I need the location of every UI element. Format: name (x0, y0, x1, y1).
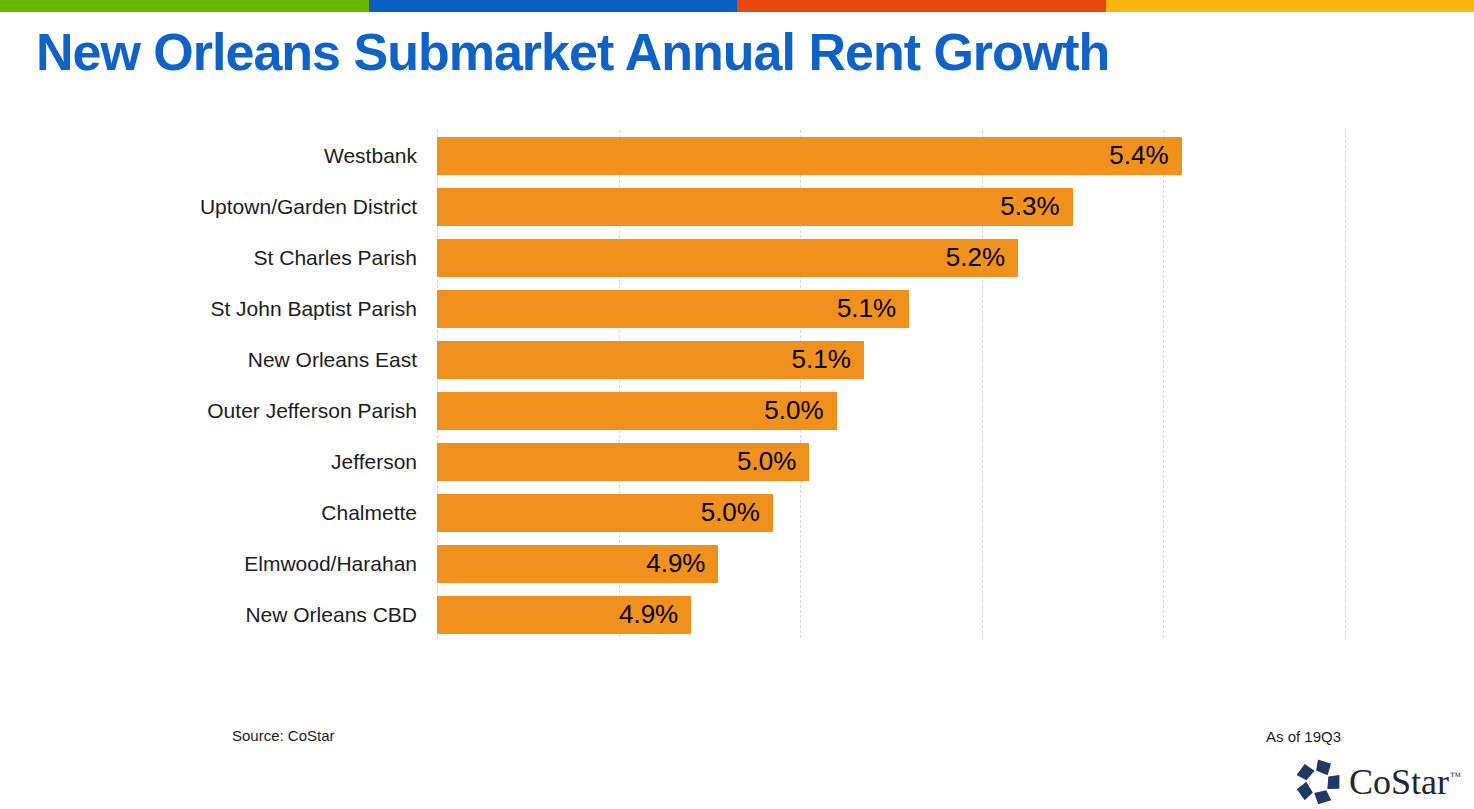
bar: 5.4% (437, 137, 1182, 175)
bar-track: 5.0% (437, 443, 1345, 481)
bar: 5.2% (437, 239, 1018, 277)
bar-value-label: 5.0% (737, 446, 796, 477)
category-label: Chalmette (0, 501, 437, 525)
as-of-note: As of 19Q3 (1266, 728, 1341, 745)
brand-stripe-3 (1106, 0, 1474, 12)
bar-track: 5.0% (437, 494, 1345, 532)
rent-growth-bar-chart: Westbank 5.4% Uptown/Garden District 5.3% St… (0, 130, 1474, 642)
bar-track: 5.0% (437, 392, 1345, 430)
bar-track: 4.9% (437, 545, 1345, 583)
bar-value-label: 5.1% (837, 293, 896, 324)
category-label: St Charles Parish (0, 246, 437, 270)
bar: 5.1% (437, 341, 864, 379)
bar: 5.1% (437, 290, 909, 328)
chart-row: New Orleans East 5.1% (0, 334, 1474, 385)
source-note: Source: CoStar (232, 727, 335, 744)
bar-value-label: 5.2% (946, 242, 1005, 273)
bar-value-label: 5.0% (701, 497, 760, 528)
chart-row: Chalmette 5.0% (0, 487, 1474, 538)
costar-wordmark: CoStar™ (1349, 764, 1461, 800)
bar: 5.0% (437, 392, 837, 430)
bar-value-label: 4.9% (646, 548, 705, 579)
category-label: New Orleans CBD (0, 603, 437, 627)
bar-track: 5.3% (437, 188, 1345, 226)
chart-row: Jefferson 5.0% (0, 436, 1474, 487)
costar-logo: CoStar™ (1294, 758, 1461, 806)
bar-value-label: 5.0% (764, 395, 823, 426)
bar: 5.3% (437, 188, 1073, 226)
bar: 4.9% (437, 545, 718, 583)
bar-track: 5.4% (437, 137, 1345, 175)
bar: 5.0% (437, 443, 809, 481)
bar-track: 5.1% (437, 290, 1345, 328)
bar-value-label: 4.9% (619, 599, 678, 630)
category-label: New Orleans East (0, 348, 437, 372)
bar-track: 4.9% (437, 596, 1345, 634)
chart-rows: Westbank 5.4% Uptown/Garden District 5.3% St… (0, 130, 1474, 640)
chart-row: St Charles Parish 5.2% (0, 232, 1474, 283)
chart-row: Uptown/Garden District 5.3% (0, 181, 1474, 232)
brand-stripe-1 (369, 0, 738, 12)
brand-stripe-0 (0, 0, 369, 12)
chart-row: Outer Jefferson Parish 5.0% (0, 385, 1474, 436)
category-label: St John Baptist Parish (0, 297, 437, 321)
chart-row: Elmwood/Harahan 4.9% (0, 538, 1474, 589)
bar-value-label: 5.3% (1000, 191, 1059, 222)
brand-color-bar (0, 0, 1474, 12)
bar-value-label: 5.4% (1109, 140, 1168, 171)
costar-pinwheel-icon (1294, 758, 1342, 806)
bar: 5.0% (437, 494, 773, 532)
category-label: Westbank (0, 144, 437, 168)
brand-stripe-2 (737, 0, 1106, 12)
bar-track: 5.1% (437, 341, 1345, 379)
chart-row: St John Baptist Parish 5.1% (0, 283, 1474, 334)
trademark-symbol: ™ (1450, 770, 1461, 782)
chart-row: New Orleans CBD 4.9% (0, 589, 1474, 640)
category-label: Jefferson (0, 450, 437, 474)
page-title: New Orleans Submarket Annual Rent Growth (36, 22, 1109, 82)
bar-track: 5.2% (437, 239, 1345, 277)
bar: 4.9% (437, 596, 691, 634)
category-label: Elmwood/Harahan (0, 552, 437, 576)
bar-value-label: 5.1% (791, 344, 850, 375)
chart-row: Westbank 5.4% (0, 130, 1474, 181)
category-label: Uptown/Garden District (0, 195, 437, 219)
category-label: Outer Jefferson Parish (0, 399, 437, 423)
